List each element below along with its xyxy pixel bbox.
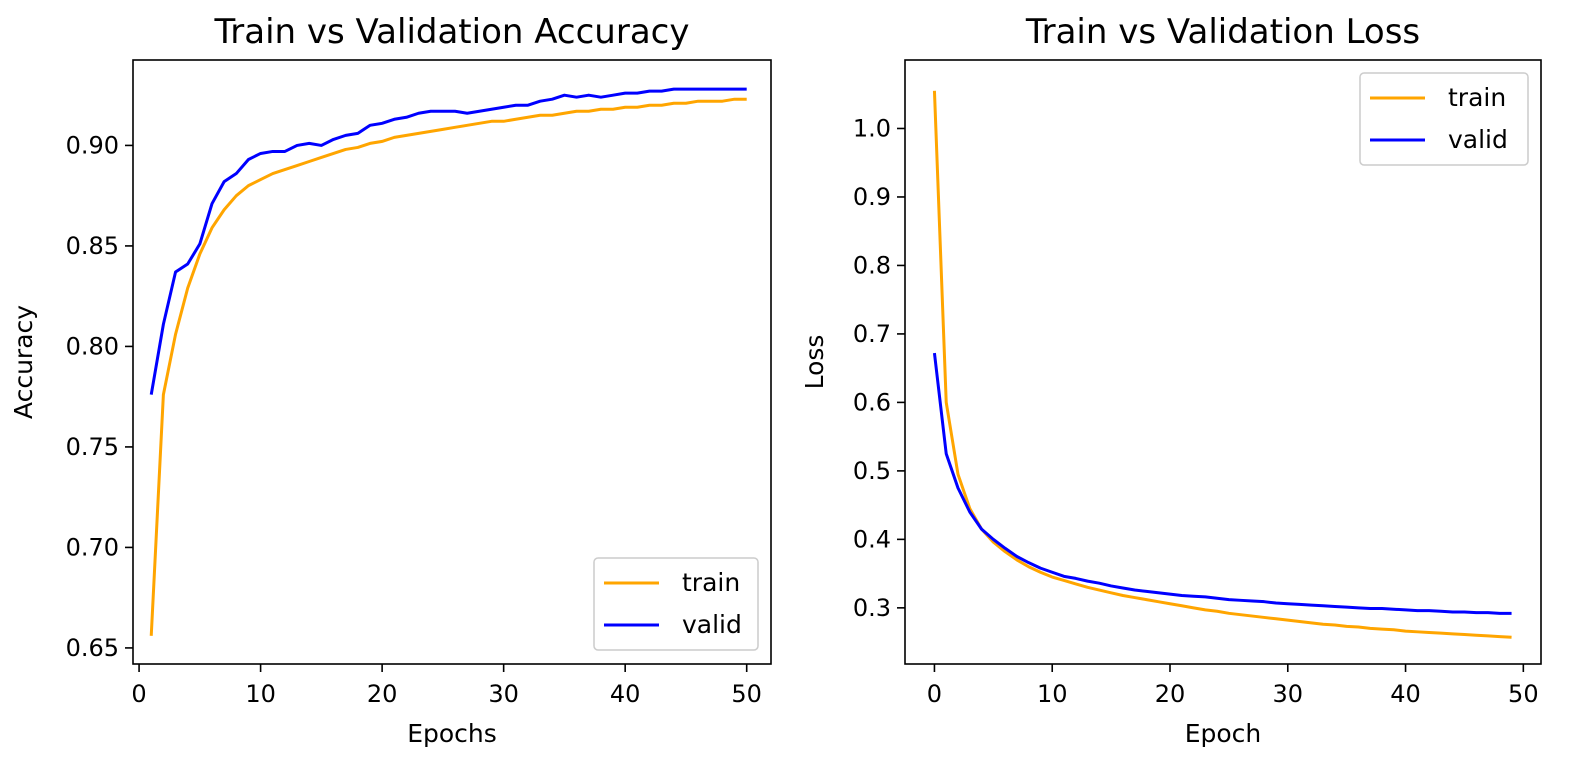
accuracy-chart: Train vs Validation Accuracy 0 10 20 30 40 50 0… (9, 12, 772, 748)
x-tick-label: 20 (1155, 680, 1186, 708)
y-tick-label: 0.90 (66, 131, 119, 159)
x-axis-label: Epoch (1185, 719, 1262, 748)
chart-title: Train vs Validation Accuracy (214, 12, 690, 52)
x-tick-label: 50 (1508, 680, 1539, 708)
y-tick-label: 0.70 (66, 533, 119, 561)
chart-title: Train vs Validation Loss (1025, 12, 1420, 52)
legend-label-valid: valid (1448, 125, 1508, 154)
y-tick-label: 1.0 (853, 114, 891, 142)
y-tick-label: 0.75 (66, 433, 119, 461)
series-line-valid (149, 87, 747, 395)
y-tick-label: 0.8 (853, 251, 891, 279)
legend-box (1359, 72, 1529, 166)
legend: train valid (1359, 72, 1529, 166)
y-axis-label: Loss (800, 335, 829, 390)
y-tick-label: 0.4 (853, 525, 891, 553)
y-tick-label: 0.7 (853, 320, 891, 348)
series-line-valid (932, 352, 1512, 615)
x-tick-label: 0 (927, 680, 942, 708)
y-tick-label: 0.80 (66, 332, 119, 360)
x-tick-label: 40 (610, 680, 641, 708)
x-tick-label: 50 (731, 680, 762, 708)
legend-label-train: train (1448, 83, 1506, 112)
y-tick-label: 0.85 (66, 232, 119, 260)
y-tick-label: 0.3 (853, 594, 891, 622)
y-tick-label: 0.65 (66, 634, 119, 662)
x-axis-label: Epochs (407, 719, 497, 748)
legend-label-train: train (682, 568, 740, 597)
y-axis-label: Accuracy (9, 305, 38, 419)
y-tick-label: 0.5 (853, 457, 891, 485)
legend: train valid (593, 557, 759, 651)
legend-box (593, 557, 759, 651)
plot-frame (132, 59, 772, 665)
legend-label-valid: valid (682, 610, 742, 639)
x-tick-label: 10 (245, 680, 276, 708)
series-line-train (149, 97, 747, 636)
x-tick-label: 20 (367, 680, 398, 708)
x-tick-label: 40 (1390, 680, 1421, 708)
loss-chart: Train vs Validation Loss 0 10 20 30 40 50 0.3 0.… (800, 12, 1542, 748)
y-tick-label: 0.6 (853, 388, 891, 416)
y-tick-label: 0.9 (853, 183, 891, 211)
series-line-train (932, 90, 1512, 639)
x-tick-label: 10 (1037, 680, 1068, 708)
x-tick-label: 30 (1273, 680, 1304, 708)
x-tick-label: 0 (131, 680, 146, 708)
plot-frame (904, 59, 1542, 665)
x-tick-label: 30 (488, 680, 519, 708)
